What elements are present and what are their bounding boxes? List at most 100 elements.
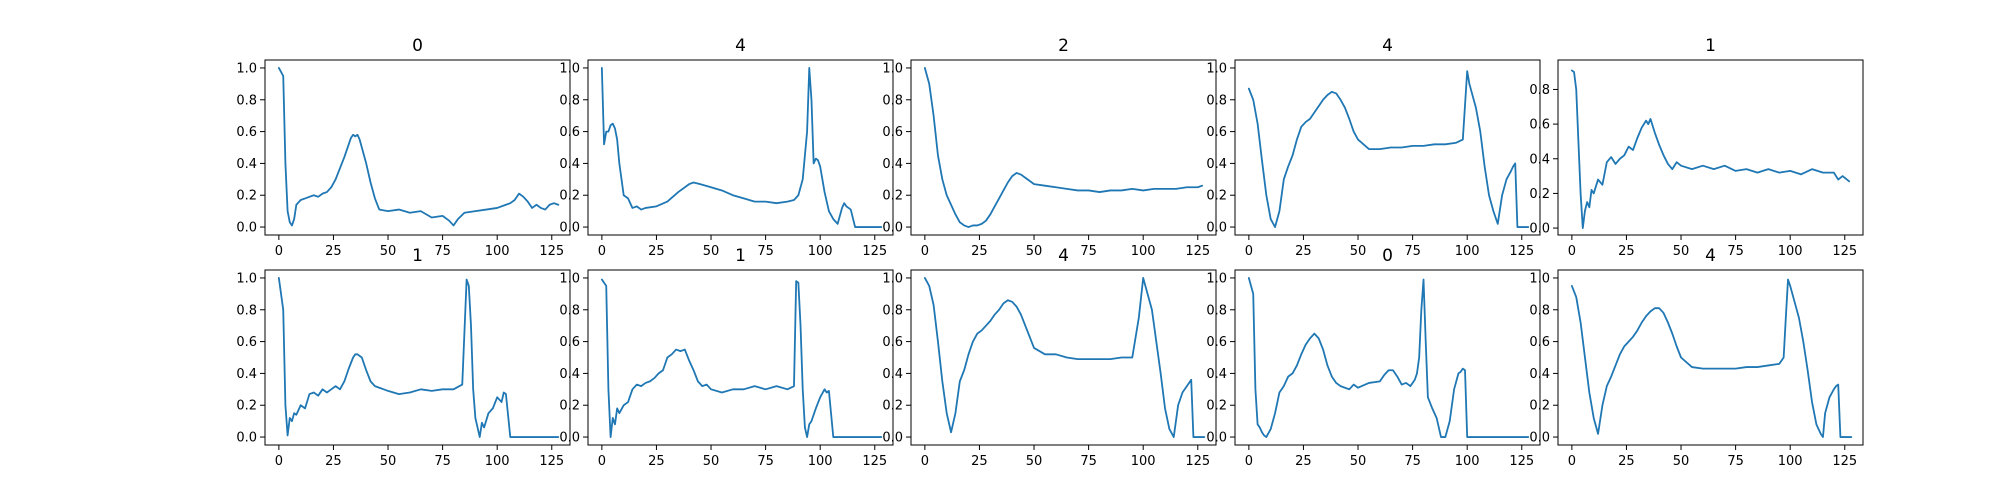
y-tick-label: 0.6 [1529,335,1550,350]
x-tick-label: 125 [862,244,887,259]
x-tick-label: 75 [1727,244,1744,259]
x-tick-label: 75 [434,244,451,259]
x-tick-label: 0 [1568,454,1576,469]
x-tick-label: 0 [275,244,283,259]
y-tick-label: 0.2 [882,399,903,414]
y-tick-label: 0.4 [236,367,257,382]
y-tick-label: 0.8 [1206,303,1227,318]
x-tick-label: 100 [1131,244,1156,259]
y-tick-label: 0.8 [882,303,903,318]
y-tick-label: 0.4 [559,157,580,172]
series-line [1570,69,1851,229]
x-tick-label: 50 [1026,244,1043,259]
x-tick-label: 100 [1131,454,1156,469]
y-tick-label: 1.0 [559,61,580,76]
y-tick-label: 0.4 [1529,367,1550,382]
x-tick-label: 50 [1673,454,1690,469]
axes-frame [910,59,1217,236]
y-tick-label: 1.0 [1529,271,1550,286]
y-tick-label: 0.0 [882,221,903,236]
x-tick-label: 0 [1245,454,1253,469]
subplot-title: 4 [1382,36,1393,56]
x-tick-label: 0 [1245,244,1253,259]
series-line [923,67,1204,228]
x-tick-label: 125 [1509,244,1534,259]
axes-frame [910,269,1217,446]
y-tick-label: 1.0 [236,61,257,76]
subplot-title: 1 [412,246,423,266]
subplot-3: 2 0 25 50 75 100 125 0.0 0.2 0.4 0.6 0.8 1.0 [882,36,1217,259]
y-tick-label: 0.4 [882,157,903,172]
y-tick-label: 0.8 [1206,93,1227,108]
x-tick-label: 125 [1509,454,1534,469]
x-tick-label: 75 [1080,244,1097,259]
y-tick-label: 0.0 [1206,431,1227,446]
x-tick-label: 25 [325,454,342,469]
x-tick-label: 75 [1404,454,1421,469]
y-tick-label: 0.6 [236,335,257,350]
x-tick-label: 25 [648,244,665,259]
y-tick-label: 0.4 [1206,367,1227,382]
y-tick-label: 1.0 [559,271,580,286]
series-line [600,278,883,438]
x-tick-label: 100 [808,244,833,259]
x-tick-label: 25 [971,454,988,469]
y-tick-label: 0.0 [1529,431,1550,446]
y-tick-label: 0.0 [559,431,580,446]
y-tick-label: 1.0 [1206,271,1227,286]
x-tick-label: 75 [1727,454,1744,469]
y-tick-label: 0.6 [1529,118,1550,133]
y-tick-label: 0.0 [1529,222,1550,237]
y-tick-label: 1.0 [236,271,257,286]
y-tick-label: 0.0 [236,431,257,446]
y-tick-label: 0.8 [1529,303,1550,318]
x-tick-label: 0 [275,454,283,469]
y-tick-label: 0.4 [559,367,580,382]
x-tick-label: 125 [1185,244,1210,259]
x-tick-label: 0 [1568,244,1576,259]
subplot-title: 2 [1058,36,1069,56]
y-tick-label: 0.2 [559,399,580,414]
subplot-title: 4 [1058,246,1069,266]
y-tick-label: 1.0 [882,271,903,286]
x-tick-label: 0 [921,244,929,259]
y-tick-label: 0.4 [882,367,903,382]
y-tick-label: 0.0 [882,431,903,446]
y-tick-label: 0.8 [236,303,257,318]
x-tick-label: 50 [380,454,397,469]
series-line [277,67,560,227]
y-tick-label: 0.2 [1206,189,1227,204]
x-tick-label: 25 [1295,244,1312,259]
x-tick-label: 75 [757,454,774,469]
x-tick-label: 100 [485,454,510,469]
subplot-title: 4 [735,36,746,56]
axes-frame [587,269,894,446]
y-tick-label: 0.2 [236,189,257,204]
axes-frame [1557,269,1864,446]
y-tick-label: 0.2 [236,399,257,414]
x-tick-label: 100 [1455,454,1480,469]
subplot-8: 4 0 25 50 75 100 125 0.0 0.2 0.4 0.6 0.8 1.0 [882,246,1217,469]
x-tick-label: 75 [757,244,774,259]
x-tick-label: 100 [808,454,833,469]
x-tick-label: 25 [1295,454,1312,469]
y-tick-label: 0.6 [559,335,580,350]
y-tick-label: 0.6 [882,125,903,140]
x-tick-label: 25 [971,244,988,259]
x-tick-label: 75 [1080,454,1097,469]
y-tick-label: 0.0 [559,221,580,236]
x-tick-label: 25 [648,454,665,469]
axes-frame [264,269,571,446]
x-tick-label: 50 [703,454,720,469]
subplot-title: 0 [412,36,423,56]
x-tick-label: 25 [1618,454,1635,469]
x-tick-label: 100 [1778,244,1803,259]
y-tick-label: 0.2 [882,189,903,204]
y-tick-label: 0.6 [1206,125,1227,140]
y-tick-label: 0.4 [236,157,257,172]
subplot-4: 4 0 25 50 75 100 125 0.0 0.2 0.4 0.6 0.8 1.0 [1206,36,1541,259]
subplot-title: 1 [1705,36,1716,56]
axes-frame [1557,59,1864,236]
y-tick-label: 0.6 [882,335,903,350]
subplot-6: 1 0 25 50 75 100 125 0.0 0.2 0.4 0.6 0.8 1.0 [236,246,571,469]
